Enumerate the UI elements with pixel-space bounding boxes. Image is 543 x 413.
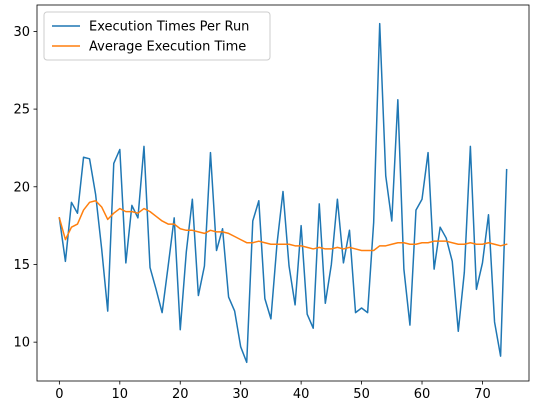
x-axis: 0 10 20 30 40 50 60 70 bbox=[55, 381, 491, 402]
series-line-2 bbox=[58, 200, 508, 252]
y-tick-label: 30 bbox=[13, 25, 30, 40]
x-tick-label: 70 bbox=[474, 387, 491, 402]
x-tick-label: 20 bbox=[172, 387, 189, 402]
y-tick-label: 20 bbox=[13, 180, 30, 195]
x-tick-label: 40 bbox=[293, 387, 310, 402]
y-axis: 10 15 20 25 30 bbox=[13, 25, 37, 351]
legend-label: Execution Times Per Run bbox=[89, 20, 249, 35]
y-tick-label: 25 bbox=[13, 103, 30, 118]
axes-frame bbox=[36, 4, 530, 382]
x-tick-label: 0 bbox=[55, 387, 63, 402]
y-tick-label: 15 bbox=[13, 258, 30, 273]
y-tick-label: 10 bbox=[13, 336, 30, 351]
legend-label: Average Execution Time bbox=[89, 40, 246, 55]
series-layer bbox=[58, 22, 508, 364]
x-tick-label: 30 bbox=[232, 387, 249, 402]
x-tick-label: 10 bbox=[112, 387, 129, 402]
legend-box bbox=[43, 11, 271, 61]
x-tick-label: 50 bbox=[353, 387, 370, 402]
series-line-1 bbox=[58, 22, 508, 364]
legend: Execution Times Per Run Average Execution… bbox=[43, 11, 271, 61]
x-tick-label: 60 bbox=[414, 387, 431, 402]
